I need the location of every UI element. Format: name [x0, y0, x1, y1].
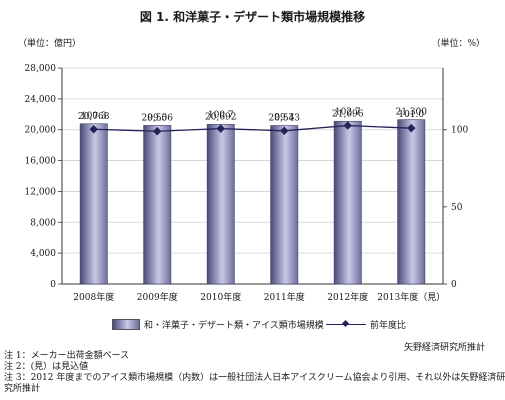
legend-line-label: 前年度比 [370, 321, 407, 331]
bar [206, 124, 235, 285]
ratio-value-label: 102.7 [335, 108, 361, 118]
source-note: 矢野経済研究所推計 [403, 343, 485, 353]
y-tick-label: 16,000 [25, 157, 57, 167]
bar-value-label: 20,543 [269, 114, 301, 124]
x-tick-label: 2011年度 [264, 291, 305, 303]
bar-line-chart: 0 4,000 8,000 12,000 16,000 20,000 24,000 28,00… [25, 64, 469, 303]
ratio-point [216, 124, 225, 133]
note-line: 注 2：(見）は見込値 [4, 362, 89, 372]
ratio-point [153, 127, 162, 136]
y2-tick-label: 0 [451, 280, 457, 290]
y-tick-label: 0 [50, 280, 56, 290]
y2-tick-label: 50 [451, 203, 463, 213]
ratio-value-label: 101.0 [398, 110, 424, 120]
legend-line-swatch [326, 320, 366, 329]
notes: 注 1：メーカー出荷金額ベース 注 2：(見）は見込値 注 3：2012 年度ま… [4, 351, 505, 395]
note-line: 注 3：2012 年度までのアイス類市場規模（内数）は一般社団法人日本アイスクリ… [4, 373, 505, 383]
left-axis-unit: （単位：億円） [18, 39, 82, 49]
ratio-value-label: 99.3 [274, 113, 294, 123]
bar-value-label: 21,300 [396, 108, 428, 118]
bar-value-label: 20,692 [205, 112, 237, 122]
bar [270, 125, 299, 285]
x-tick-label: 2013年度（見） [377, 291, 445, 303]
bar-value-label: 20,556 [142, 113, 174, 123]
legend-bar-label: 和・洋菓子・デザート類・アイス類市場規模 [144, 321, 324, 331]
y-tick-label: 28,000 [25, 64, 57, 74]
bar-value-label: 21,096 [332, 109, 364, 119]
ratio-line [93, 124, 412, 132]
ratio-value-label: 100.7 [208, 111, 234, 121]
bar [397, 119, 426, 285]
x-tick-label: 2012年度 [327, 291, 368, 303]
y-tick-label: 4,000 [30, 249, 56, 259]
right-axis-unit: （単位：%） [431, 39, 485, 49]
bar [79, 123, 108, 285]
y-tick-label: 20,000 [25, 126, 57, 136]
legend-bar-swatch [112, 319, 140, 330]
bar [333, 120, 362, 285]
y-tick-label: 8,000 [30, 218, 56, 228]
ratio-value-label: 100.3 [81, 111, 107, 121]
x-tick-label: 2010年度 [200, 291, 241, 303]
bar [143, 125, 172, 285]
note-line: 究所推計 [4, 384, 41, 394]
x-tick-label: 2009年度 [137, 291, 178, 303]
y-tick-label: 24,000 [25, 95, 57, 105]
x-tick-label: 2008年度 [73, 291, 114, 303]
note-line: 注 1：メーカー出荷金額ベース [4, 351, 130, 361]
chart-title: 図 1. 和洋菓子・デザート類市場規模推移 [139, 10, 366, 24]
bar-value-label: 20,768 [78, 112, 110, 122]
ratio-value-label: 99.0 [147, 113, 167, 123]
ratio-point [343, 121, 352, 130]
y-tick-label: 12,000 [25, 187, 57, 197]
legend-line: 前年度比 [326, 318, 406, 331]
legend-bar: 和・洋菓子・デザート類・アイス類市場規模 [112, 318, 324, 331]
ratio-point [89, 125, 98, 134]
y2-tick-label: 100 [451, 126, 468, 136]
